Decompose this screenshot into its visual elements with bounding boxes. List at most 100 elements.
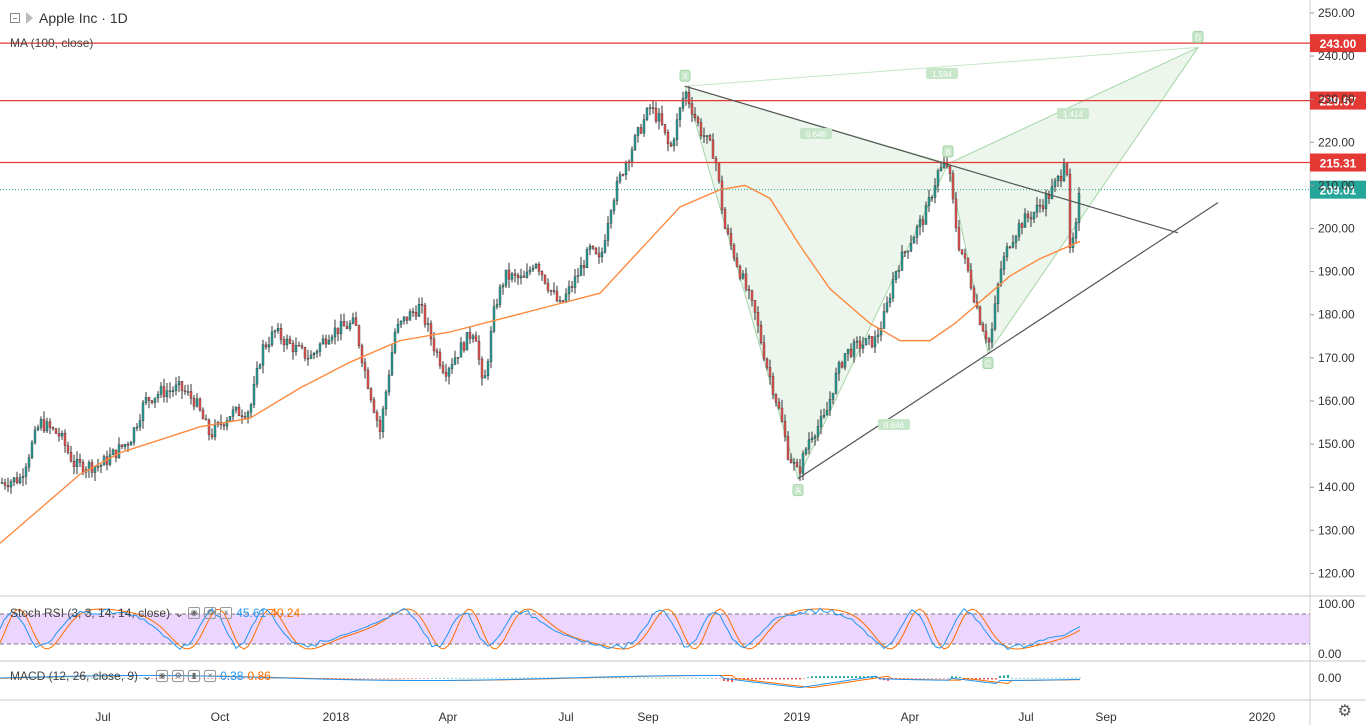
price-tick-label: 130.00 — [1318, 523, 1355, 537]
eye-icon[interactable]: ◉ — [188, 607, 201, 619]
pattern-point-label: B — [945, 148, 950, 157]
candle-body — [204, 418, 208, 421]
candle-body — [1032, 212, 1036, 220]
chevron-down-icon[interactable]: ⌄ — [142, 669, 153, 683]
candle-body — [696, 117, 700, 123]
chevron-down-icon[interactable]: ⌄ — [174, 606, 185, 620]
macd-histogram-bar — [351, 678, 353, 679]
settings-gear-icon[interactable]: ⚙ — [1337, 703, 1352, 720]
candle-body — [924, 205, 928, 225]
candle-body — [483, 375, 487, 379]
candle-body — [561, 300, 565, 302]
macd-histogram-bar — [219, 678, 221, 679]
macd-legend[interactable]: MACD (12, 26, close, 9) ⌄ ◉ ⚙ ▮ × 0.38 0… — [10, 669, 271, 683]
close-icon[interactable]: × — [220, 607, 233, 619]
candle-body — [1065, 163, 1069, 175]
candle-body — [294, 345, 298, 353]
candle-body — [879, 328, 883, 336]
macd-histogram-bar — [895, 678, 897, 679]
macd-histogram-bar — [759, 678, 761, 680]
candle-body — [123, 444, 127, 447]
collapse-icon[interactable] — [10, 13, 20, 23]
candle-body — [186, 391, 190, 393]
eye-icon[interactable]: ◉ — [156, 670, 169, 682]
candle-body — [69, 452, 73, 462]
candle-body — [777, 402, 781, 409]
gear-icon[interactable]: ⚙ — [204, 607, 217, 619]
macd-histogram-bar — [959, 676, 961, 678]
macd-histogram-bar — [1075, 677, 1077, 679]
macd-histogram-bar — [383, 678, 385, 679]
stoch-rsi-legend[interactable]: Stoch RSI (3, 3, 14, 14, close) ⌄ ◉ ⚙ × … — [10, 606, 300, 620]
candle-body — [717, 162, 721, 182]
last-price-label: 209.01 — [1320, 184, 1357, 198]
macd-histogram-bar — [431, 677, 433, 679]
macd-histogram-bar — [1039, 677, 1041, 679]
candle-body — [657, 113, 661, 122]
candle-body — [933, 185, 937, 198]
candle-body — [444, 371, 448, 377]
source-icon[interactable]: ▮ — [188, 670, 201, 682]
candle-body — [1020, 223, 1024, 228]
pattern-point-badge — [792, 484, 804, 497]
macd-histogram-bar — [439, 677, 441, 679]
stoch-k-line — [0, 607, 1081, 651]
macd-histogram-bar — [803, 678, 805, 679]
candle-body — [27, 457, 31, 468]
candle-body — [738, 266, 742, 279]
candle-body — [579, 265, 583, 276]
candle-body — [96, 466, 100, 468]
level-price-label: 243.00 — [1320, 37, 1357, 51]
candle-body — [183, 390, 187, 392]
macd-histogram-bar — [63, 677, 65, 679]
ma-indicator-label[interactable]: MA (100, close) — [10, 36, 94, 50]
candle-body — [210, 434, 214, 438]
macd-histogram-bar — [507, 677, 509, 679]
macd-histogram-bar — [875, 676, 877, 678]
flag-icon[interactable] — [26, 12, 33, 24]
candle-body — [669, 143, 673, 147]
candle-body — [297, 345, 301, 347]
candle-body — [441, 365, 445, 373]
candle-body — [402, 316, 406, 322]
pattern-point-label: C — [985, 360, 991, 369]
candle-body — [621, 174, 625, 176]
candle-body — [705, 135, 709, 137]
macd-histogram-bar — [475, 677, 477, 679]
candle-body — [723, 209, 727, 229]
candle-body — [369, 388, 373, 401]
macd-histogram-bar — [807, 677, 809, 678]
candle-body — [537, 264, 541, 272]
macd-histogram-bar — [503, 677, 505, 679]
candle-body — [357, 325, 361, 347]
candle-body — [24, 466, 28, 477]
price-tick-label: 210.00 — [1318, 178, 1355, 192]
candle-body — [519, 275, 523, 279]
macd-histogram-bar — [859, 676, 861, 678]
level-price-tag — [1310, 153, 1366, 172]
candle-body — [921, 219, 925, 225]
macd-histogram-bar — [991, 678, 993, 680]
candle-body — [222, 424, 226, 427]
candle-body — [291, 343, 295, 353]
gear-icon[interactable]: ⚙ — [172, 670, 185, 682]
candle-body — [900, 251, 904, 271]
macd-histogram-bar — [919, 678, 921, 679]
candle-body — [549, 290, 553, 292]
macd-histogram-bar — [367, 678, 369, 679]
close-icon[interactable]: × — [204, 670, 217, 682]
candle-body — [171, 390, 175, 392]
candle-body — [129, 442, 133, 446]
candle-body — [192, 398, 196, 407]
candle-body — [939, 167, 943, 171]
price-tick-label: 180.00 — [1318, 308, 1355, 322]
candle-body — [450, 364, 454, 369]
candle-body — [1071, 237, 1075, 248]
candle-body — [666, 132, 670, 144]
time-tick-label: Sep — [1095, 710, 1117, 724]
macd-histogram-bar — [659, 677, 661, 679]
candle-body — [351, 317, 355, 324]
candle-body — [996, 284, 1000, 304]
level-price-label: 215.31 — [1320, 157, 1357, 171]
